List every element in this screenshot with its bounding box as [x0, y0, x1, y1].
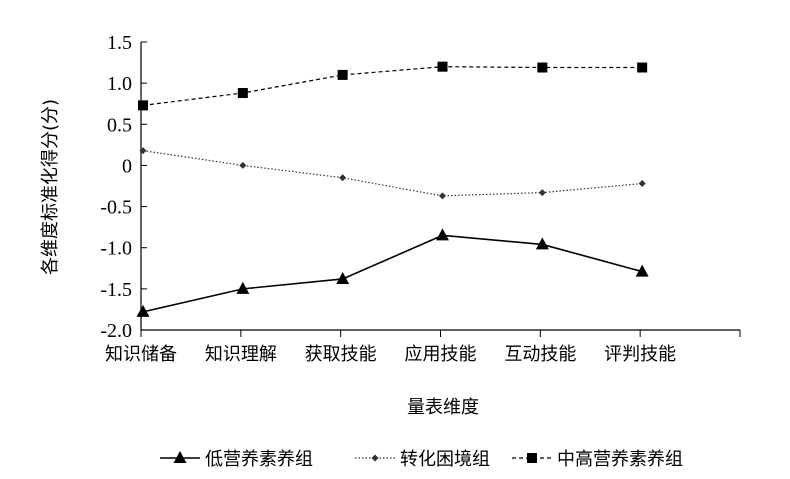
- series-3: [138, 61, 648, 111]
- legend-item-2: 转化困境组: [355, 449, 490, 470]
- series-line: [142, 150, 643, 197]
- data-point: [138, 100, 148, 111]
- legend-marker: [173, 451, 187, 463]
- x-tick-label: 评判技能: [604, 344, 676, 365]
- y-tick-label: -1.0: [100, 238, 132, 260]
- series-line: [142, 66, 643, 106]
- y-axis-ticks: 1.5 1.0 0.5 0 -0.5 -1.0 -1.5 -2.0: [100, 32, 147, 342]
- x-tick-label: 应用技能: [405, 344, 477, 365]
- data-point: [537, 62, 548, 73]
- x-axis-label: 量表维度: [407, 397, 479, 418]
- y-tick-label: 0.5: [107, 114, 132, 136]
- y-tick-label: -0.5: [100, 197, 132, 219]
- data-point: [635, 264, 649, 277]
- data-point: [339, 174, 347, 182]
- data-point: [538, 189, 546, 197]
- data-point: [437, 61, 448, 72]
- legend: 低营养素养组 转化困境组 中高营养素养组: [160, 449, 683, 470]
- series-2: [139, 147, 646, 200]
- legend-item-3: 中高营养素养组: [512, 449, 683, 470]
- x-tick-label: 互动技能: [504, 344, 576, 365]
- y-tick-label: -2.0: [100, 320, 132, 342]
- legend-item-1: 低营养素养组: [160, 449, 313, 470]
- x-tick-label: 知识理解: [205, 344, 277, 365]
- x-axis-ticks: 知识储备 知识理解 获取技能 应用技能 互动技能 评判技能: [105, 330, 741, 365]
- data-point: [139, 147, 147, 155]
- data-point: [336, 271, 350, 284]
- legend-label: 转化困境组: [400, 449, 490, 470]
- y-tick-label: 0: [122, 155, 132, 177]
- legend-marker: [371, 454, 379, 462]
- x-tick-label: 获取技能: [305, 344, 377, 365]
- data-point: [638, 180, 646, 188]
- y-axis-label: 各维度标准化得分(分): [40, 99, 61, 275]
- data-point: [136, 304, 150, 317]
- data-point: [637, 62, 648, 73]
- y-tick-label: 1.5: [107, 32, 132, 54]
- y-tick-label: -1.5: [100, 279, 132, 301]
- data-point: [236, 281, 250, 294]
- axes: [140, 42, 740, 331]
- data-point: [237, 88, 248, 99]
- y-tick-label: 1.0: [107, 73, 132, 95]
- data-point: [535, 237, 549, 250]
- data-point: [239, 161, 247, 169]
- x-tick-label: 知识储备: [105, 344, 177, 365]
- legend-marker: [527, 453, 537, 463]
- legend-label: 中高营养素养组: [557, 449, 683, 470]
- series-line: [142, 234, 643, 313]
- data-point: [439, 192, 446, 200]
- data-point: [436, 228, 449, 241]
- series-1: [136, 228, 649, 317]
- series-layer: [136, 61, 649, 317]
- legend-label: 低营养素养组: [205, 449, 313, 470]
- data-point: [337, 69, 348, 80]
